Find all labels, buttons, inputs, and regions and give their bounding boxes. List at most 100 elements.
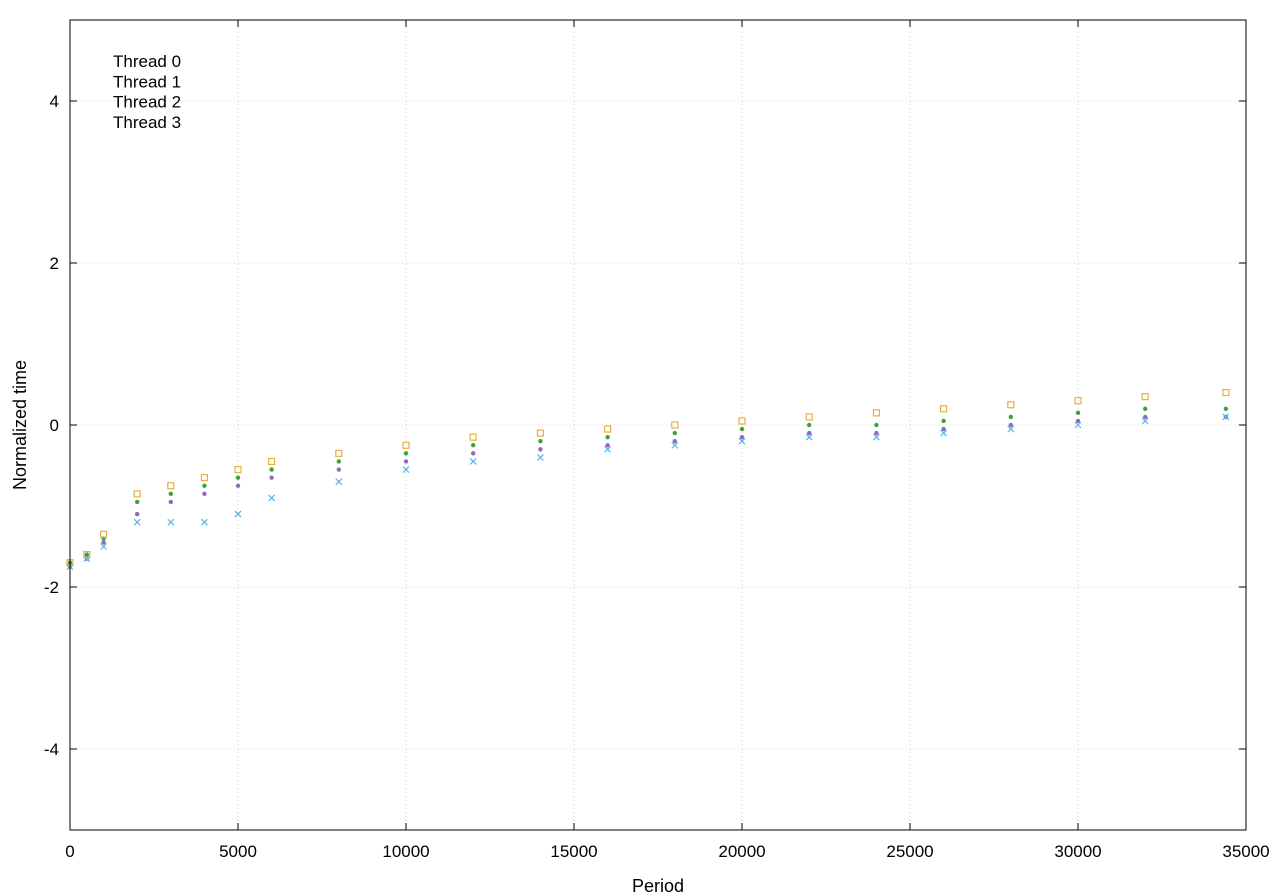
data-point: [536, 429, 545, 437]
data-point: [1008, 422, 1013, 428]
data-point: [202, 483, 207, 488]
data-point: [807, 430, 812, 436]
data-point: [100, 543, 108, 550]
data-point: [1074, 421, 1082, 429]
data-point: [874, 430, 879, 436]
data-point: [605, 434, 610, 440]
data-point: [83, 555, 91, 563]
data-point: [336, 467, 341, 472]
data-point: [469, 433, 477, 441]
data-point: [167, 482, 175, 490]
legend-label: Thread 0: [113, 52, 181, 71]
x-tick-label: 15000: [550, 842, 597, 861]
x-tick-label: 5000: [219, 842, 257, 861]
data-point: [402, 441, 410, 449]
data-point: [939, 405, 948, 413]
y-tick-label: 2: [50, 254, 59, 273]
data-point: [403, 451, 409, 456]
data-points: [66, 389, 1230, 571]
data-point: [1223, 406, 1229, 411]
data-point: [471, 451, 476, 456]
series-2: [66, 413, 1230, 571]
data-point: [874, 422, 879, 428]
data-point: [605, 443, 610, 448]
data-point: [671, 421, 679, 429]
y-tick-label: 4: [50, 92, 59, 111]
data-point: [536, 453, 544, 461]
data-point: [469, 458, 477, 465]
x-tick-label: 35000: [1222, 842, 1269, 861]
data-point: [235, 475, 241, 480]
data-point: [1075, 418, 1081, 424]
data-point: [202, 491, 207, 497]
grid: [70, 20, 1246, 830]
data-point: [167, 518, 175, 526]
data-point: [672, 439, 677, 444]
series-3: [66, 389, 1230, 567]
data-point: [336, 459, 341, 464]
y-tick-label: 0: [50, 416, 59, 435]
data-point: [1222, 389, 1230, 397]
data-point: [168, 491, 173, 497]
data-point: [335, 449, 343, 457]
data-point: [135, 511, 140, 517]
data-point: [538, 447, 543, 452]
x-tick-label: 20000: [718, 842, 765, 861]
data-point: [1007, 401, 1015, 409]
data-point: [940, 429, 948, 437]
data-point: [402, 466, 410, 473]
data-point: [738, 437, 746, 445]
data-point: [872, 409, 881, 417]
data-point: [200, 518, 208, 526]
data-point: [805, 413, 813, 421]
data-point: [1007, 425, 1015, 433]
y-tick-label: -2: [44, 578, 59, 597]
data-point: [135, 499, 140, 505]
data-point: [1143, 414, 1148, 420]
tick-labels: 0 5000 10000 15000 20000 25000 30000 35000 -4 -2 0…: [44, 92, 1270, 861]
data-point: [234, 510, 242, 518]
data-point: [872, 433, 880, 441]
data-point: [739, 434, 745, 440]
data-point: [1141, 393, 1149, 401]
series-1: [67, 406, 1229, 565]
data-point: [538, 439, 543, 444]
data-point: [1141, 417, 1149, 425]
data-point: [234, 465, 242, 474]
data-point: [83, 550, 91, 559]
data-point: [603, 425, 612, 433]
data-point: [1008, 414, 1013, 420]
data-point: [84, 552, 90, 557]
data-point: [168, 499, 173, 505]
data-point: [941, 418, 946, 424]
x-axis-title: Period: [632, 876, 684, 896]
data-point: [1075, 410, 1081, 416]
legend-label: Thread 3: [113, 113, 181, 132]
data-point: [805, 433, 813, 441]
data-point: [268, 494, 276, 502]
data-point: [200, 474, 208, 482]
data-point: [604, 445, 612, 453]
data-point: [403, 459, 409, 464]
data-point: [335, 478, 343, 486]
y-tick-label: -4: [44, 740, 59, 759]
data-point: [268, 457, 276, 466]
x-tick-label: 30000: [1054, 842, 1101, 861]
data-point: [941, 426, 946, 432]
data-point: [471, 443, 476, 448]
data-point: [269, 467, 274, 472]
axis-ticks: [69, 20, 1247, 830]
data-point: [672, 430, 677, 436]
y-axis-title: Normalized time: [10, 360, 30, 490]
data-point: [133, 518, 141, 526]
data-point: [807, 422, 812, 428]
data-point: [99, 530, 108, 538]
data-point: [671, 441, 679, 449]
x-tick-label: 25000: [886, 842, 933, 861]
x-tick-label: 10000: [382, 842, 429, 861]
data-point: [1143, 406, 1148, 411]
legend-label: Thread 2: [113, 93, 181, 112]
